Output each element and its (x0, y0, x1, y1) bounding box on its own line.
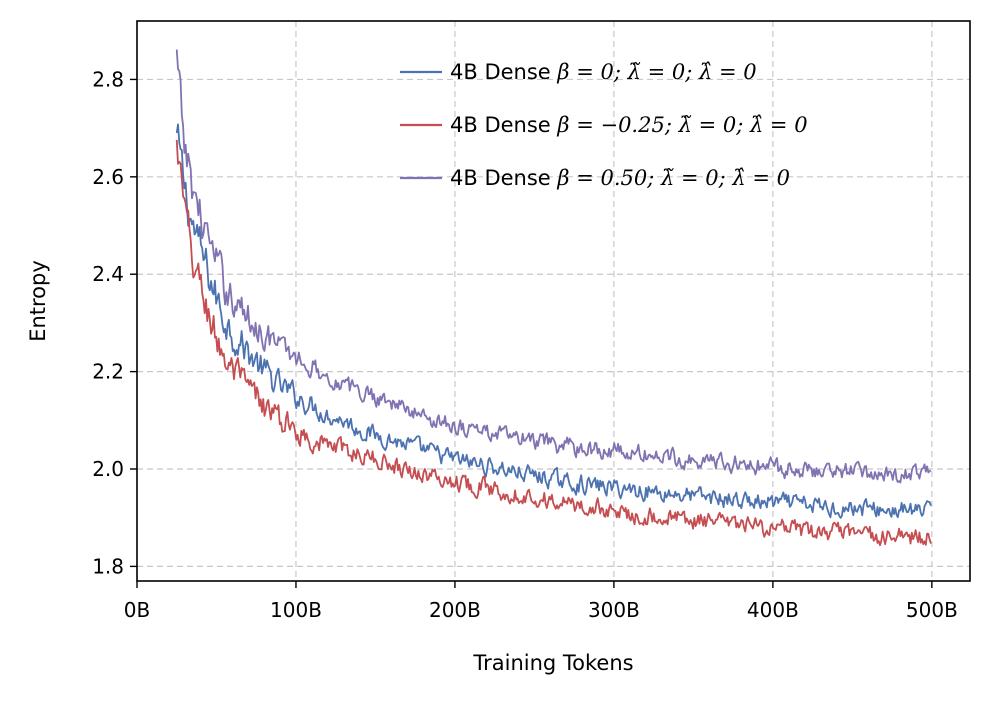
legend-label: 4B Dense β = 0; λ̃ = 0; λ̂ = 0 (450, 60, 757, 84)
legend-label: 4B Dense β = −0.25; λ̃ = 0; λ̂ = 0 (450, 113, 808, 137)
x-tick-label: 300B (588, 598, 640, 622)
legend-entry-2: 4B Dense β = −0.25; λ̃ = 0; λ̂ = 0 (400, 113, 808, 137)
legend-label: 4B Dense β = 0.50; λ̃ = 0; λ̂ = 0 (450, 166, 790, 190)
y-tick-label: 1.8 (92, 554, 124, 578)
legend-entry-1: 4B Dense β = 0; λ̃ = 0; λ̂ = 0 (400, 60, 757, 84)
x-tick-label: 400B (747, 598, 799, 622)
series-line-2 (175, 139, 932, 547)
y-axis-label: Entropy (26, 260, 50, 342)
y-tick-label: 2.8 (92, 67, 124, 91)
legend-label-math: β = −0.25; λ̃ = 0; λ̂ = 0 (556, 113, 807, 137)
legend: 4B Dense β = 0; λ̃ = 0; λ̂ = 04B Dense β… (400, 60, 808, 190)
legend-label-prefix: 4B Dense (450, 60, 557, 84)
plot-frame (136, 20, 971, 582)
x-tick-label: 0B (124, 598, 150, 622)
series-layer (175, 49, 932, 547)
legend-label-prefix: 4B Dense (450, 113, 557, 137)
x-tick-label: 100B (270, 598, 322, 622)
legend-entry-3: 4B Dense β = 0.50; λ̃ = 0; λ̂ = 0 (400, 166, 790, 190)
legend-label-math: β = 0.50; λ̃ = 0; λ̂ = 0 (556, 166, 790, 190)
x-axis-label: Training Tokens (472, 651, 633, 675)
x-tick-label: 500B (906, 598, 958, 622)
legend-label-prefix: 4B Dense (450, 166, 557, 190)
y-tick-label: 2.6 (92, 165, 124, 189)
y-tick-label: 2.0 (92, 457, 124, 481)
grid (136, 21, 970, 581)
series-line-1 (175, 123, 932, 519)
y-tick-label: 2.2 (92, 360, 124, 384)
ticks: 0B 100B 200B 300B 400B 500B 1.8 2.0 2.2 2.4 2.6 2.8 (92, 67, 958, 622)
series-line-3 (175, 49, 932, 484)
legend-label-math: β = 0; λ̃ = 0; λ̂ = 0 (556, 60, 756, 84)
y-tick-label: 2.4 (92, 262, 124, 286)
x-tick-label: 200B (429, 598, 481, 622)
